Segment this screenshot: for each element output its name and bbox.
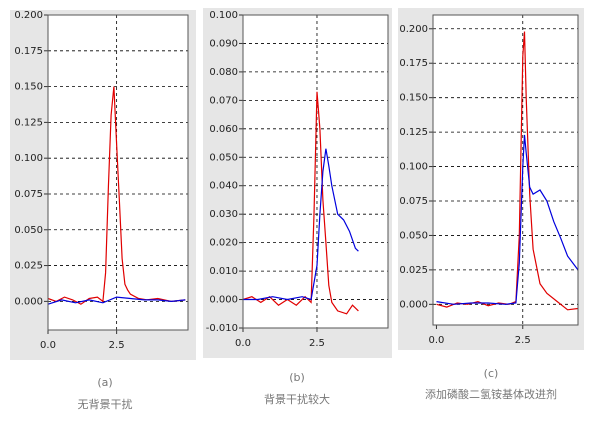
y-tick-label: 0.070 [209, 95, 238, 106]
y-tick-label: 0.050 [14, 225, 43, 236]
y-tick-label: 0.000 [209, 295, 238, 306]
y-tick-label: 0.100 [399, 162, 428, 173]
y-tick-label: 0.150 [14, 82, 43, 93]
y-tick-label: 0.200 [14, 10, 43, 21]
y-tick-label: 0.000 [399, 299, 428, 310]
y-tick-label: -0.010 [206, 323, 238, 334]
y-tick-label: 0.100 [209, 10, 238, 21]
y-tick-label: 0.030 [209, 209, 238, 220]
x-tick-label: 0.0 [428, 335, 444, 346]
panel-label: (a) [97, 376, 112, 389]
y-tick-label: 0.010 [209, 266, 238, 277]
y-tick-label: 0.025 [399, 265, 428, 276]
data-line [243, 148, 359, 301]
y-tick-label: 0.175 [399, 58, 428, 69]
y-tick-label: 0.080 [209, 67, 238, 78]
x-tick-label: 2.5 [309, 338, 325, 349]
x-tick-label: 0.0 [40, 340, 56, 351]
y-tick-label: 0.040 [209, 181, 238, 192]
data-line [436, 31, 579, 311]
x-tick-label: 2.5 [515, 335, 531, 346]
data-line [242, 91, 359, 315]
y-tick-label: 0.175 [14, 46, 43, 57]
y-tick-label: 0.050 [399, 230, 428, 241]
panel-label: (b) [289, 371, 305, 384]
data-line [47, 296, 186, 305]
y-tick-label: 0.050 [209, 152, 238, 163]
x-tick-label: 0.0 [235, 338, 251, 349]
y-tick-label: 0.125 [14, 117, 43, 128]
y-tick-label: 0.090 [209, 38, 238, 49]
panel-caption: 背景干扰较大 [264, 392, 330, 406]
panel-label: (c) [484, 367, 499, 380]
plot-area [433, 15, 578, 325]
y-tick-label: 0.000 [14, 296, 43, 307]
y-tick-label: 0.075 [14, 189, 43, 200]
y-tick-label: 0.025 [14, 261, 43, 272]
y-tick-label: 0.020 [209, 238, 238, 249]
plot-border [47, 14, 189, 331]
y-tick-label: 0.100 [14, 153, 43, 164]
y-tick-label: 0.200 [399, 24, 428, 35]
y-tick-label: 0.150 [399, 93, 428, 104]
y-tick-label: 0.060 [209, 124, 238, 135]
panel-caption: 添加磷酸二氢铵基体改进剂 [425, 387, 557, 401]
y-tick-label: 0.075 [399, 196, 428, 207]
panel-caption: 无背景干扰 [78, 397, 133, 411]
x-tick-label: 2.5 [109, 340, 125, 351]
data-line [436, 134, 579, 305]
plot-border [242, 14, 389, 329]
y-tick-label: 0.125 [399, 127, 428, 138]
plot-border [432, 14, 579, 326]
